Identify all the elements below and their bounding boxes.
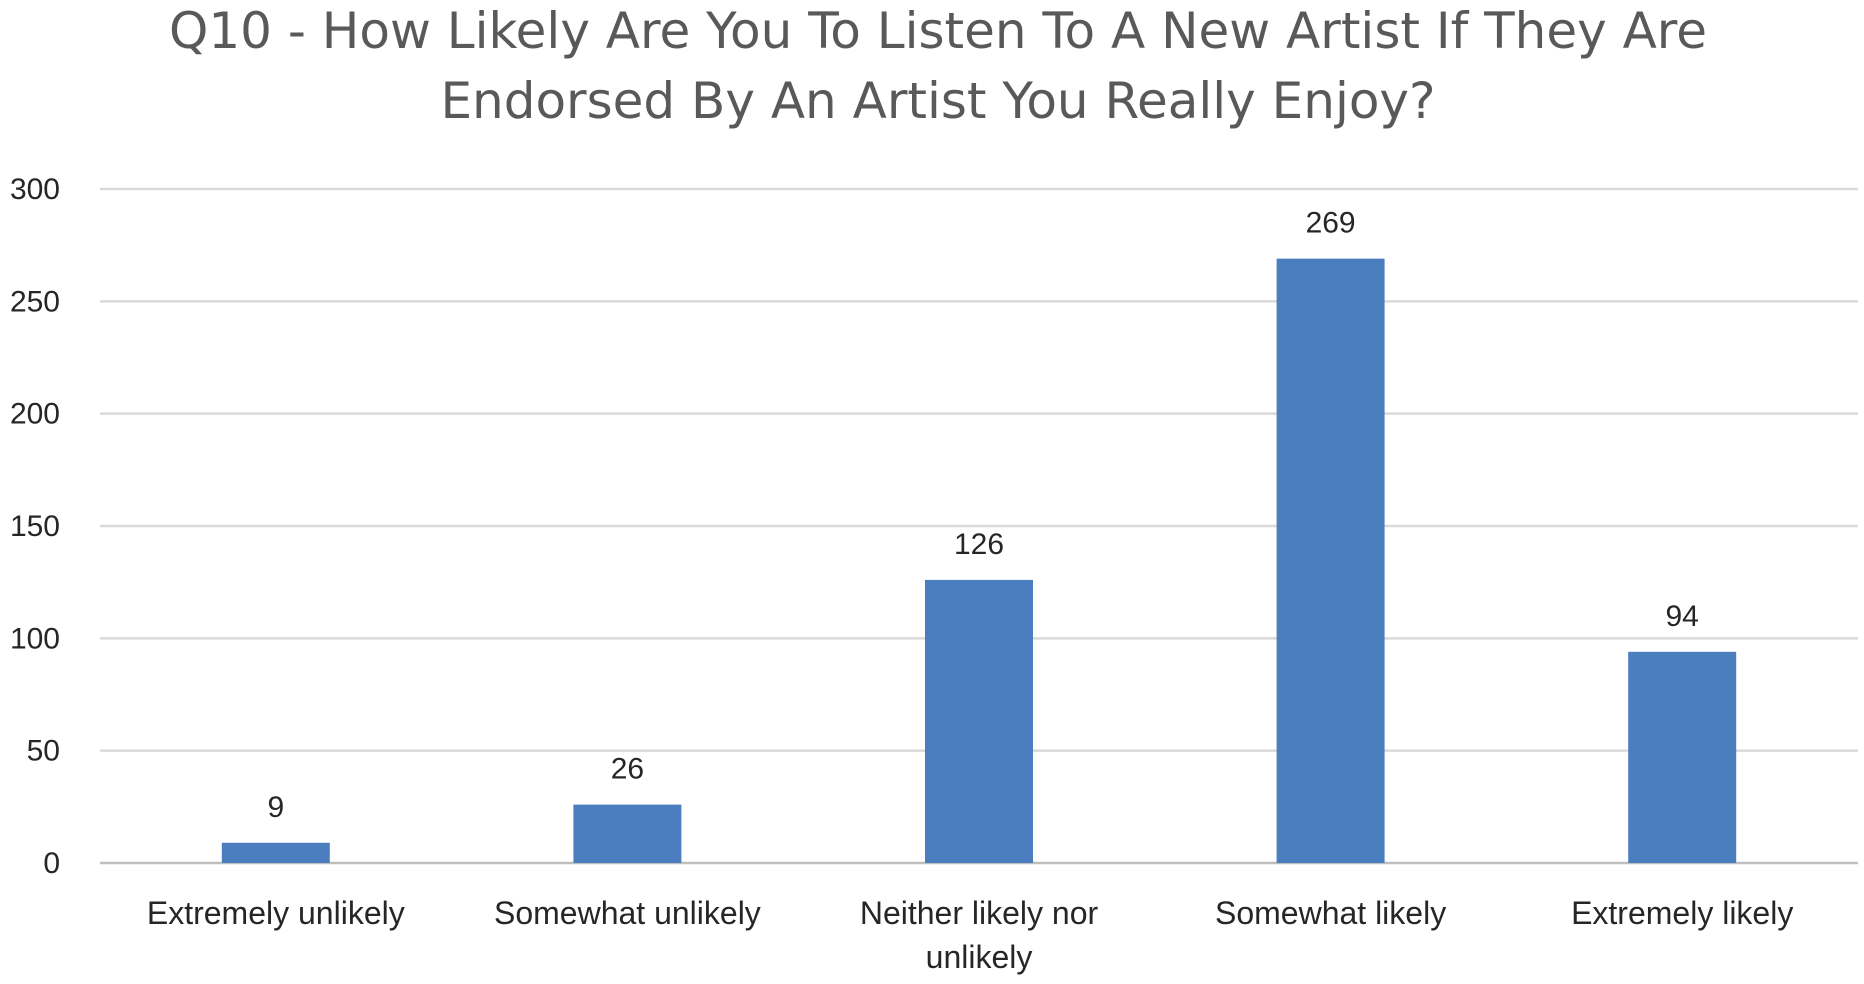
chart-title-line: Q10 - How Likely Are You To Listen To A …	[169, 2, 1707, 60]
x-category-label: Extremely likely	[1571, 895, 1793, 931]
data-label: 126	[954, 528, 1004, 561]
chart-title: Q10 - How Likely Are You To Listen To A …	[169, 2, 1707, 130]
y-tick-label: 200	[10, 398, 60, 431]
data-label: 9	[267, 791, 284, 824]
bar	[1276, 258, 1385, 863]
y-tick-label: 150	[10, 510, 60, 543]
bar	[573, 804, 682, 863]
y-axis-ticks: 0 50 100 150 200 250 300	[10, 173, 60, 880]
y-tick-label: 250	[10, 285, 60, 318]
y-tick-label: 300	[10, 173, 60, 206]
x-axis-categories: Extremely unlikely Somewhat unlikely Neith…	[147, 895, 1793, 975]
data-label: 26	[611, 753, 644, 786]
data-labels: 9 26 126 269 94	[267, 207, 1698, 824]
x-category-label: unlikely	[926, 939, 1033, 975]
y-tick-label: 50	[27, 735, 60, 768]
data-label: 269	[1306, 207, 1356, 240]
bars	[221, 258, 1737, 863]
y-tick-label: 100	[10, 622, 60, 655]
x-category-label: Somewhat unlikely	[494, 895, 761, 931]
x-category-label: Somewhat likely	[1215, 895, 1446, 931]
bar	[1628, 651, 1737, 863]
x-category-label: Extremely unlikely	[147, 895, 405, 931]
x-category-label: Neither likely nor	[860, 895, 1099, 931]
bar	[925, 579, 1033, 863]
bar	[221, 842, 330, 863]
data-label: 94	[1666, 600, 1699, 633]
chart-title-line: Endorsed By An Artist You Really Enjoy?	[440, 72, 1435, 130]
y-tick-label: 0	[43, 847, 60, 880]
